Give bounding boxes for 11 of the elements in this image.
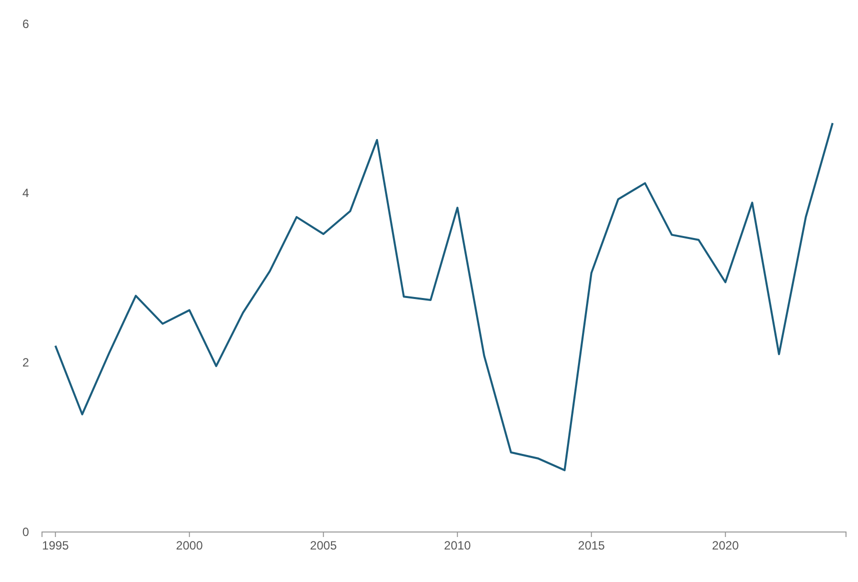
x-tick-label: 2005 [310, 538, 338, 553]
y-tick-label: 0 [22, 524, 30, 539]
x-tick-label: 2015 [578, 538, 606, 553]
x-tick-label: 1995 [42, 538, 70, 553]
y-tick-label: 4 [22, 186, 30, 200]
x-tick-label: 2010 [444, 538, 472, 553]
x-tick-label: 2000 [176, 538, 204, 553]
line-series [54, 122, 834, 472]
y-tick-label: 2 [22, 356, 30, 370]
y-tick-label: 6 [22, 16, 30, 31]
x-tick-label: 2020 [712, 538, 740, 553]
